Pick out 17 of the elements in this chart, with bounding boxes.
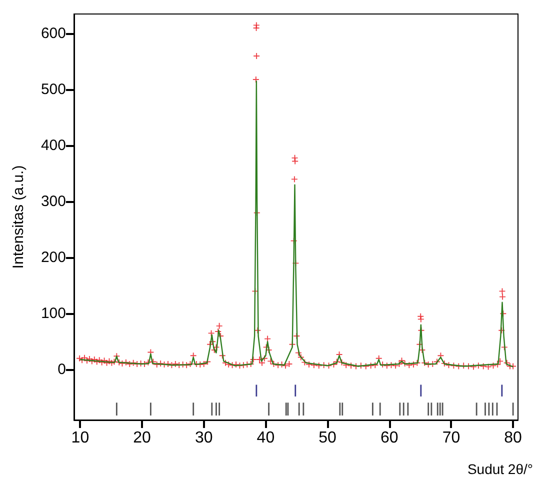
y-axis-title: Intensitas (a.u.) — [10, 165, 27, 269]
y-tick-label: 100 — [40, 305, 66, 322]
x-tick-label: 40 — [256, 430, 275, 446]
y-tick-label: 600 — [40, 25, 66, 42]
x-tick-label: 10 — [71, 430, 90, 446]
y-tick-label: 200 — [40, 249, 66, 266]
y-tick-label: 300 — [40, 193, 66, 210]
y-tick-label: 500 — [40, 81, 66, 98]
x-tick-label: 30 — [194, 430, 213, 446]
y-tick-label: 400 — [40, 137, 66, 154]
x-tick-label: 70 — [442, 430, 460, 446]
x-tick-label: 50 — [318, 430, 337, 446]
x-tick-label: 20 — [133, 430, 152, 446]
x-axis-title: Sudut 2θ/° — [467, 461, 533, 477]
x-tick-label: 60 — [380, 430, 398, 446]
x-tick-label: 80 — [504, 430, 522, 446]
y-tick-label: 0 — [58, 361, 66, 378]
